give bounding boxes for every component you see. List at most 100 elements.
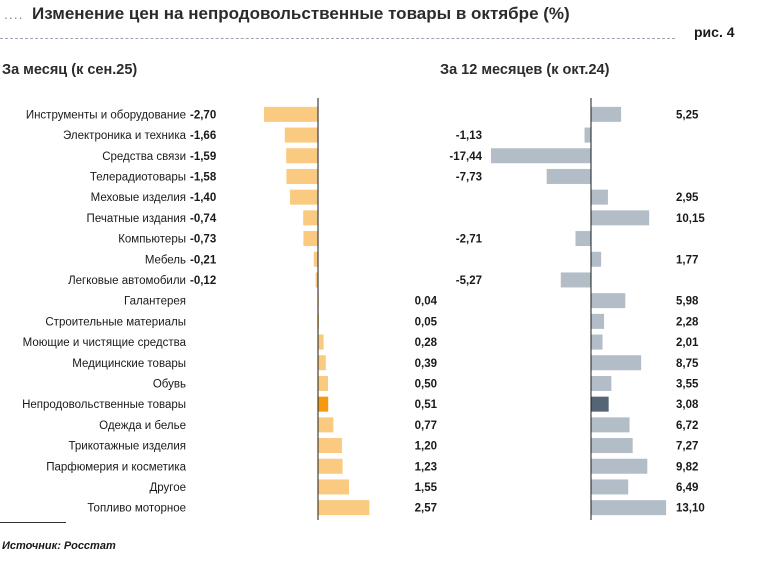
category-label: Парфюмерия и косметика [46, 461, 186, 473]
year-bar [591, 189, 608, 205]
category-label: Меховые изделия [91, 192, 186, 204]
month-value-label: -0,21 [190, 254, 217, 266]
month-bar [318, 500, 370, 516]
year-value-label: 5,98 [676, 296, 699, 308]
price-change-chart: Инструменты и оборудование -2,70 5,25 Элект… [22, 98, 705, 520]
year-value-label: -7,73 [456, 171, 482, 183]
month-value-label: 1,20 [415, 441, 437, 453]
month-value-label: 0,28 [415, 337, 438, 349]
year-value-label: 6,49 [676, 482, 698, 494]
category-label: Легковые автомобили [68, 275, 186, 287]
month-bar [318, 375, 328, 391]
month-value-label: 0,39 [415, 358, 437, 370]
month-bar [318, 417, 334, 433]
year-value-label: 6,72 [676, 420, 698, 432]
month-value-label: 1,55 [415, 482, 438, 494]
month-value-label: 0,50 [415, 378, 437, 390]
month-bar [315, 272, 318, 288]
year-bar [591, 438, 633, 454]
month-value-label: -1,59 [190, 151, 216, 163]
month-panel-title: За месяц (к сен.25) [2, 62, 138, 78]
year-bar [575, 231, 591, 247]
month-value-label: -0,73 [190, 234, 216, 246]
category-label: Обувь [153, 378, 186, 390]
month-bar [286, 148, 318, 164]
year-bar [591, 106, 622, 122]
year-bar [560, 272, 591, 288]
month-value-label: -1,40 [190, 192, 216, 204]
year-bar [591, 355, 642, 371]
year-value-label: 5,25 [676, 109, 699, 121]
year-bar [584, 127, 591, 143]
month-bar [318, 479, 349, 495]
chart-title: Изменение цен на непродовольственные тов… [32, 4, 570, 23]
year-bar [591, 396, 609, 412]
figure-label: рис. 4 [694, 24, 735, 40]
month-value-label: 0,51 [415, 399, 438, 411]
month-bar [318, 438, 342, 454]
year-bar [591, 458, 648, 474]
year-bar [591, 417, 630, 433]
year-value-label: 10,15 [676, 213, 705, 225]
year-bar [591, 293, 626, 309]
year-bar [591, 479, 629, 495]
year-bar [591, 375, 612, 391]
category-label: Непродовольственные товары [22, 399, 186, 411]
year-value-label: 2,28 [676, 316, 699, 328]
category-label: Средства связи [102, 151, 186, 163]
year-value-label: 8,75 [676, 358, 699, 370]
month-value-label: 2,57 [415, 503, 437, 515]
month-bar [286, 168, 318, 184]
month-value-label: 1,23 [415, 461, 437, 473]
category-label: Медицинские товары [72, 358, 186, 370]
month-value-label: -0,12 [190, 275, 216, 287]
year-bar [591, 210, 650, 226]
category-label: Строительные материалы [45, 316, 186, 328]
month-bar [284, 127, 318, 143]
category-label: Телерадиотовары [90, 171, 186, 183]
category-label: Моющие и чистящие средства [23, 337, 187, 349]
source-divider [0, 522, 66, 523]
year-value-label: 7,27 [676, 441, 698, 453]
year-value-label: -2,71 [456, 234, 483, 246]
year-value-label: 1,77 [676, 254, 698, 266]
month-value-label: 0,77 [415, 420, 437, 432]
month-bar [318, 396, 329, 412]
source-note: Источник: Росстат [2, 540, 116, 552]
year-value-label: 3,08 [676, 399, 699, 411]
category-label: Компьютеры [118, 234, 186, 246]
year-value-label: 3,55 [676, 378, 699, 390]
year-value-label: 9,82 [676, 461, 698, 473]
month-value-label: 0,04 [415, 296, 438, 308]
year-value-label: -5,27 [456, 275, 482, 287]
category-label: Мебель [145, 254, 186, 266]
month-bar [318, 355, 326, 371]
year-bar [591, 334, 603, 350]
year-bar [591, 251, 602, 267]
year-bar [491, 148, 591, 164]
month-value-label: -2,70 [190, 109, 216, 121]
year-bar [591, 500, 667, 516]
year-value-label: -17,44 [449, 151, 482, 163]
category-label: Топливо моторное [87, 503, 186, 515]
title-dots: .... [4, 6, 24, 22]
month-value-label: -1,58 [190, 171, 217, 183]
year-bar [546, 168, 591, 184]
category-label: Одежда и белье [99, 420, 186, 432]
year-panel-title: За 12 месяцев (к окт.24) [440, 62, 610, 78]
month-bar [290, 189, 318, 205]
category-label: Электроника и техника [63, 130, 187, 142]
title-divider [0, 38, 675, 39]
year-bar [591, 313, 605, 329]
month-value-label: 0,05 [415, 316, 438, 328]
category-label: Печатные издания [87, 213, 186, 225]
category-label: Инструменты и оборудование [26, 109, 186, 121]
month-bar [318, 334, 324, 350]
month-bar [303, 210, 318, 226]
month-bar [313, 251, 318, 267]
month-bar [264, 106, 318, 122]
year-value-label: -1,13 [456, 130, 482, 142]
month-value-label: -1,66 [190, 130, 216, 142]
year-value-label: 2,01 [676, 337, 699, 349]
category-label: Другое [149, 482, 186, 494]
